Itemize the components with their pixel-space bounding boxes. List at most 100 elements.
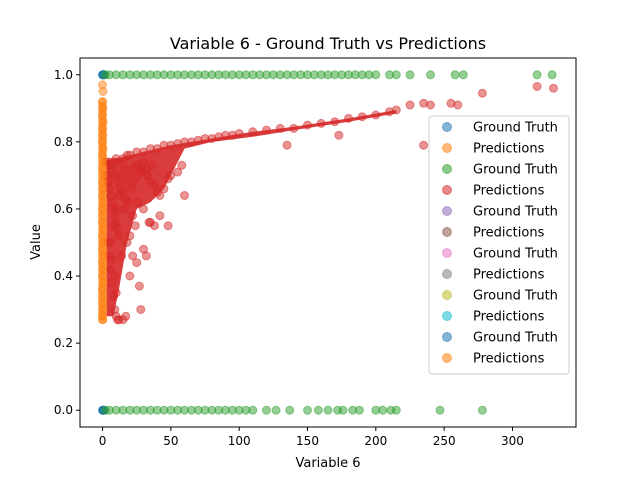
data-point-series-4 xyxy=(139,204,148,214)
data-point-series-3 xyxy=(271,405,281,415)
data-point-series-4 xyxy=(110,271,120,281)
y-axis-label: Value xyxy=(29,224,44,260)
data-point-series-4 xyxy=(111,204,121,214)
data-point-series-4 xyxy=(234,129,244,138)
data-point-series-3 xyxy=(477,405,487,415)
data-point-series-4 xyxy=(133,197,143,207)
data-point-series-4 xyxy=(109,221,118,231)
data-point-series-4 xyxy=(128,251,138,261)
data-point-series-3 xyxy=(354,405,364,415)
legend-label: Ground Truth xyxy=(473,331,558,346)
data-point-series-4 xyxy=(130,221,140,231)
x-tick-label: 300 xyxy=(501,434,524,448)
legend-marker xyxy=(442,164,452,174)
y-tick-label: 0.0 xyxy=(54,403,73,417)
legend-marker xyxy=(442,248,452,258)
data-point-series-3 xyxy=(313,405,323,415)
x-tick-label: 50 xyxy=(163,434,178,448)
data-point-series-4 xyxy=(371,110,381,120)
data-point-series-4 xyxy=(344,113,353,123)
data-point-series-4 xyxy=(155,211,165,221)
y-tick-label: 0.2 xyxy=(54,336,73,350)
data-point-series-4 xyxy=(532,82,542,91)
legend-box xyxy=(428,115,570,375)
y-tick-label: 0.8 xyxy=(54,135,73,149)
data-point-series-4 xyxy=(124,197,133,207)
data-point-series-4 xyxy=(119,164,129,174)
data-point-series-4 xyxy=(477,88,487,98)
data-point-series-4 xyxy=(248,127,258,137)
data-point-series-4 xyxy=(405,100,415,110)
data-point-series-4 xyxy=(334,130,344,140)
legend-marker xyxy=(442,143,452,153)
data-point-series-4 xyxy=(107,254,117,264)
y-tick-label: 0.6 xyxy=(54,202,73,216)
data-point-series-3 xyxy=(378,405,388,415)
legend-marker xyxy=(442,332,452,342)
data-point-series-4 xyxy=(125,231,135,241)
legend-label: Predictions xyxy=(473,352,545,367)
x-tick-label: 100 xyxy=(228,434,251,448)
data-point-series-3 xyxy=(532,70,542,80)
legend-label: Predictions xyxy=(473,184,545,199)
data-point-series-3 xyxy=(458,70,468,80)
data-point-series-3 xyxy=(435,405,445,415)
x-tick-label: 250 xyxy=(433,434,456,448)
data-point-series-4 xyxy=(357,112,367,122)
data-point-series-4 xyxy=(129,177,139,187)
data-point-series-3 xyxy=(391,405,401,415)
data-point-series-4 xyxy=(111,288,121,298)
legend-label: Ground Truth xyxy=(473,289,558,304)
data-point-series-4 xyxy=(453,100,463,110)
data-point-series-4 xyxy=(117,251,127,261)
data-point-series-4 xyxy=(391,105,401,115)
data-point-series-4 xyxy=(114,231,124,241)
x-tick-label: 0 xyxy=(99,434,107,448)
data-point-series-3 xyxy=(450,70,460,80)
y-tick-label: 0.4 xyxy=(54,269,73,283)
data-point-series-4 xyxy=(159,184,169,194)
x-tick-label: 150 xyxy=(296,434,319,448)
data-point-series-3 xyxy=(338,405,348,415)
x-axis-label: Variable 6 xyxy=(295,456,360,471)
data-point-series-2 xyxy=(98,97,107,107)
legend-label: Predictions xyxy=(473,310,545,325)
legend-label: Predictions xyxy=(473,226,545,241)
data-point-series-4 xyxy=(316,118,326,128)
data-point-series-3 xyxy=(547,70,557,80)
legend-marker xyxy=(442,206,452,216)
data-point-series-4 xyxy=(180,191,189,200)
legend-marker xyxy=(442,269,452,279)
data-point-series-3 xyxy=(262,405,271,415)
data-point-series-4 xyxy=(125,271,135,281)
data-point-series-3 xyxy=(303,405,312,415)
data-point-series-4 xyxy=(426,100,435,110)
data-point-series-4 xyxy=(419,140,429,150)
legend-label: Predictions xyxy=(473,142,545,157)
y-tick-label: 1.0 xyxy=(54,68,73,82)
legend-label: Ground Truth xyxy=(473,247,558,262)
legend-marker xyxy=(442,353,452,363)
data-point-series-3 xyxy=(323,405,333,415)
data-point-series-3 xyxy=(285,405,295,415)
data-point-series-3 xyxy=(405,70,415,80)
data-point-series-3 xyxy=(371,70,381,80)
legend-marker xyxy=(442,227,452,237)
data-point-series-3 xyxy=(391,70,401,80)
data-point-series-3 xyxy=(426,70,435,80)
legend-marker xyxy=(442,311,452,321)
data-point-series-4 xyxy=(282,140,292,150)
data-point-series-4 xyxy=(141,251,151,261)
data-point-series-4 xyxy=(121,311,131,321)
data-point-series-3 xyxy=(248,405,258,415)
x-axis-ticks: 0 50 100 150 200 250 300 xyxy=(99,427,524,448)
data-point-series-4 xyxy=(173,167,183,177)
legend-label: Ground Truth xyxy=(473,121,558,136)
legend-marker xyxy=(442,290,452,300)
data-point-series-4 xyxy=(303,120,312,130)
chart-title: Variable 6 - Ground Truth vs Predictions xyxy=(170,34,486,53)
data-point-series-4 xyxy=(147,160,157,170)
data-point-series-4 xyxy=(106,264,116,274)
data-point-series-4 xyxy=(144,217,154,227)
